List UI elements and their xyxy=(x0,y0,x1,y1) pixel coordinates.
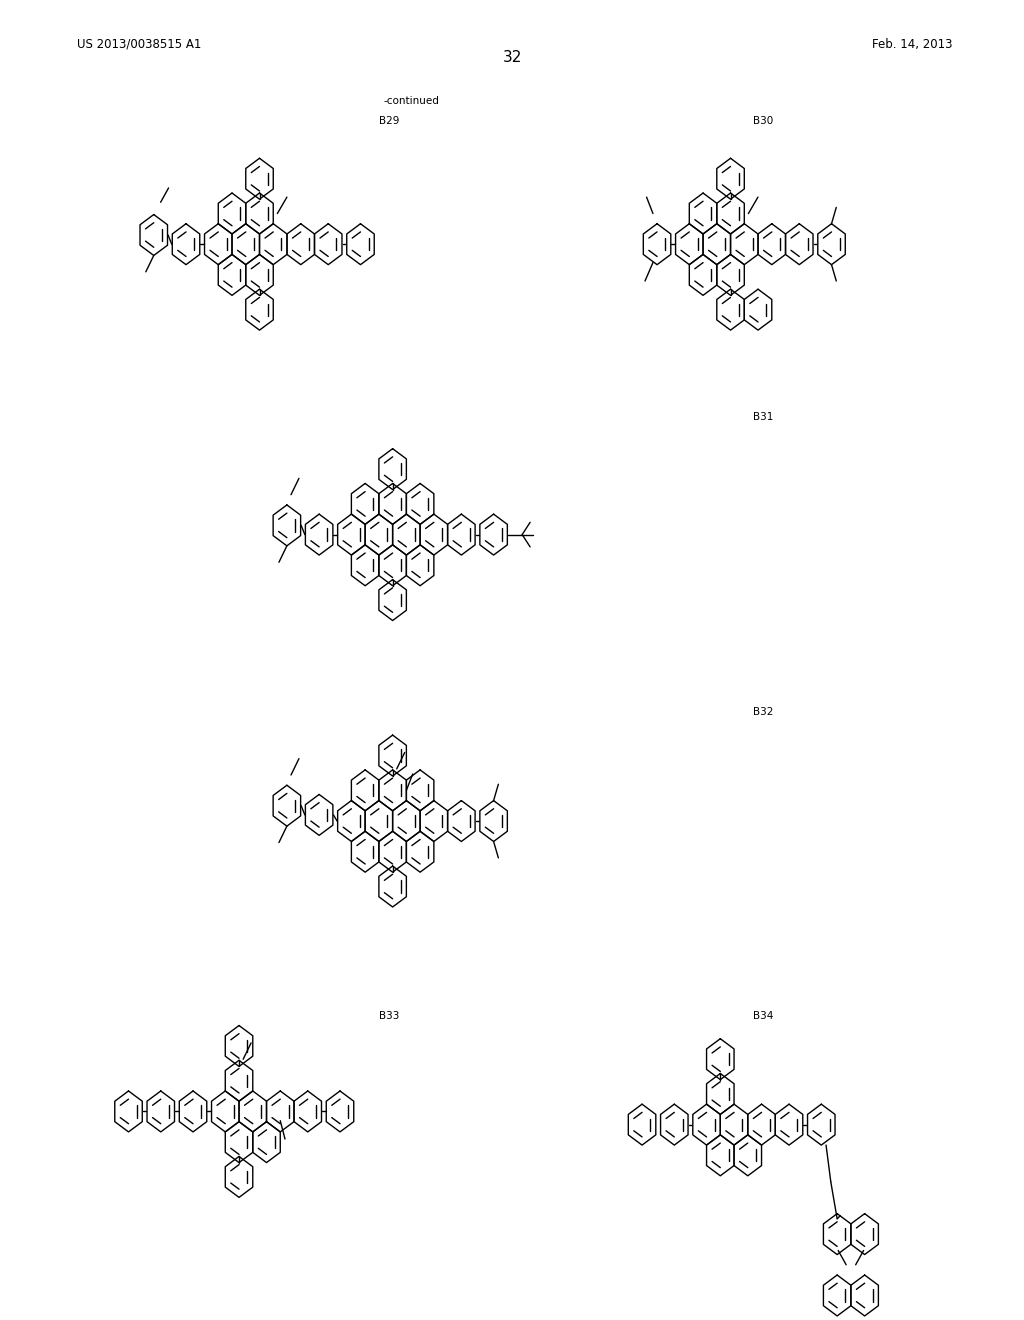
Text: -continued: -continued xyxy=(384,96,440,107)
Text: Feb. 14, 2013: Feb. 14, 2013 xyxy=(871,37,952,50)
Text: US 2013/0038515 A1: US 2013/0038515 A1 xyxy=(77,37,201,50)
Text: B32: B32 xyxy=(753,708,773,718)
Text: B29: B29 xyxy=(379,116,399,127)
Text: 32: 32 xyxy=(503,50,521,65)
Text: B31: B31 xyxy=(753,412,773,422)
Text: B33: B33 xyxy=(379,1011,399,1022)
Text: B30: B30 xyxy=(753,116,773,127)
Text: B34: B34 xyxy=(753,1011,773,1022)
